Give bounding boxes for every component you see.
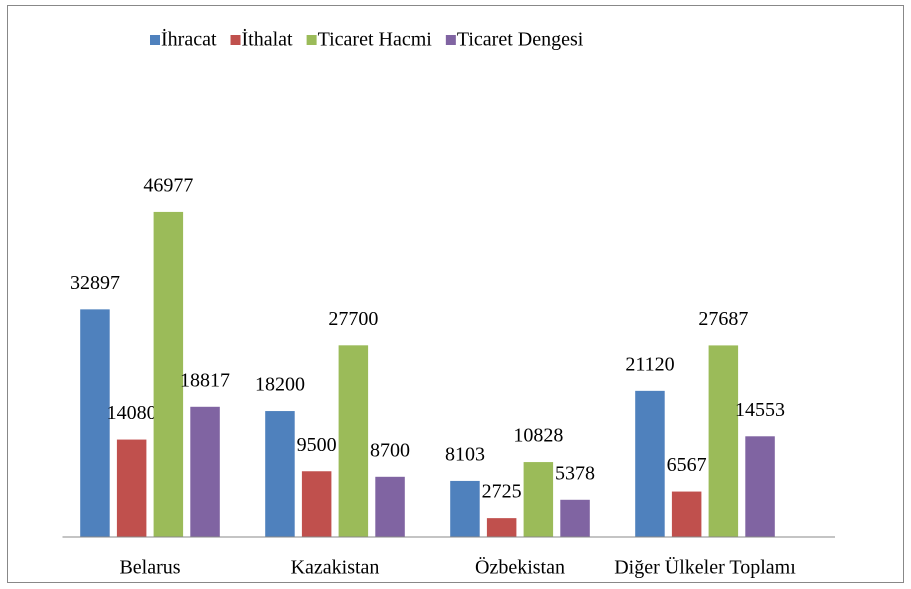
bar <box>671 491 702 537</box>
data-label: 8103 <box>445 444 485 466</box>
data-label: 6567 <box>667 454 707 476</box>
bar <box>338 345 369 537</box>
legend-swatch <box>306 35 317 45</box>
legend-swatch <box>150 35 160 45</box>
bar <box>708 345 739 537</box>
x-tick-label: Kazakistan <box>291 557 380 579</box>
bar <box>153 211 184 537</box>
bar <box>301 471 332 537</box>
data-label: 18817 <box>180 369 230 391</box>
legend-label: Ticaret Hacmi <box>318 29 433 51</box>
bar <box>450 480 480 537</box>
bar <box>80 309 110 537</box>
legend-swatch <box>230 35 241 45</box>
legend-label: İthalat <box>242 28 294 51</box>
data-label: 27700 <box>328 308 378 330</box>
bar <box>523 462 554 537</box>
data-label: 18200 <box>255 374 305 396</box>
data-label: 14553 <box>735 399 785 421</box>
bar <box>745 436 775 537</box>
data-label: 10828 <box>513 425 563 447</box>
data-label: 27687 <box>698 308 748 330</box>
x-tick-label: Diğer Ülkeler Toplamı <box>614 556 796 579</box>
bar <box>265 411 295 537</box>
data-label: 21120 <box>625 353 674 375</box>
data-label: 32897 <box>70 272 120 294</box>
bar <box>375 476 405 537</box>
bar <box>116 439 147 537</box>
data-label: 8700 <box>370 439 410 461</box>
x-tick-label: Özbekistan <box>475 556 565 579</box>
bar <box>486 518 517 537</box>
legend-label: İhracat <box>161 28 217 51</box>
bar <box>635 390 665 537</box>
data-label: 46977 <box>143 175 193 197</box>
legend-label: Ticaret Dengesi <box>457 29 584 51</box>
bar <box>190 406 220 537</box>
data-label: 9500 <box>297 434 337 456</box>
data-label: 14080 <box>107 402 157 424</box>
data-label: 5378 <box>555 462 595 484</box>
bar <box>560 499 590 537</box>
data-label: 2725 <box>482 481 522 503</box>
legend-swatch <box>445 35 456 45</box>
x-tick-label: Belarus <box>119 557 180 579</box>
